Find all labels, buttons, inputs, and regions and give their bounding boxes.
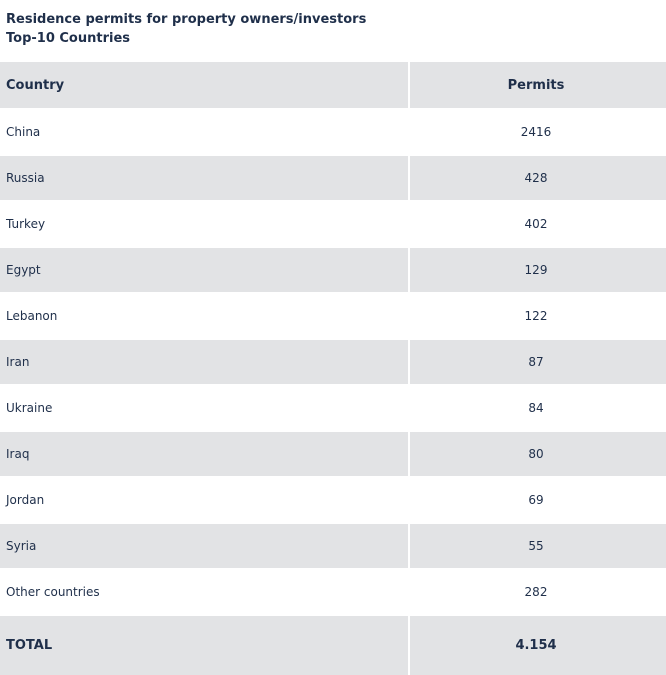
country-cell: Russia — [0, 156, 408, 200]
table-row: Iraq 80 — [0, 432, 666, 476]
table-row: China 2416 — [0, 110, 666, 154]
permits-cell: 55 — [410, 524, 666, 568]
column-header-permits: Permits — [410, 62, 666, 108]
total-value: 4.154 — [410, 616, 666, 675]
permits-table: Country Permits China 2416 Russia 428 Tu… — [0, 62, 666, 675]
country-cell: Lebanon — [0, 294, 408, 338]
country-cell: Iran — [0, 340, 408, 384]
country-cell: China — [0, 110, 408, 154]
table-row: Egypt 129 — [0, 248, 666, 292]
permits-cell: 84 — [410, 386, 666, 430]
permits-cell: 122 — [410, 294, 666, 338]
country-cell: Other countries — [0, 570, 408, 614]
country-cell: Egypt — [0, 248, 408, 292]
table-row: Ukraine 84 — [0, 386, 666, 430]
table-row: Iran 87 — [0, 340, 666, 384]
country-cell: Turkey — [0, 202, 408, 246]
total-row: TOTAL 4.154 — [0, 616, 666, 675]
table-header-row: Country Permits — [0, 62, 666, 108]
permits-cell: 2416 — [410, 110, 666, 154]
country-cell: Iraq — [0, 432, 408, 476]
column-header-country: Country — [0, 62, 408, 108]
permits-cell: 80 — [410, 432, 666, 476]
permits-cell: 428 — [410, 156, 666, 200]
table-row: Syria 55 — [0, 524, 666, 568]
chart-title: Residence permits for property owners/in… — [6, 10, 366, 48]
country-cell: Ukraine — [0, 386, 408, 430]
table-row: Lebanon 122 — [0, 294, 666, 338]
permits-cell: 87 — [410, 340, 666, 384]
permits-cell: 129 — [410, 248, 666, 292]
title-line-2: Top-10 Countries — [6, 31, 131, 46]
table-row: Other countries 282 — [0, 570, 666, 614]
country-cell: Jordan — [0, 478, 408, 522]
permits-cell: 282 — [410, 570, 666, 614]
permits-cell: 402 — [410, 202, 666, 246]
table-row: Russia 428 — [0, 156, 666, 200]
total-label: TOTAL — [0, 616, 408, 675]
title-line-1: Residence permits for property owners/in… — [6, 12, 367, 27]
country-cell: Syria — [0, 524, 408, 568]
table-row: Turkey 402 — [0, 202, 666, 246]
permits-cell: 69 — [410, 478, 666, 522]
table-row: Jordan 69 — [0, 478, 666, 522]
